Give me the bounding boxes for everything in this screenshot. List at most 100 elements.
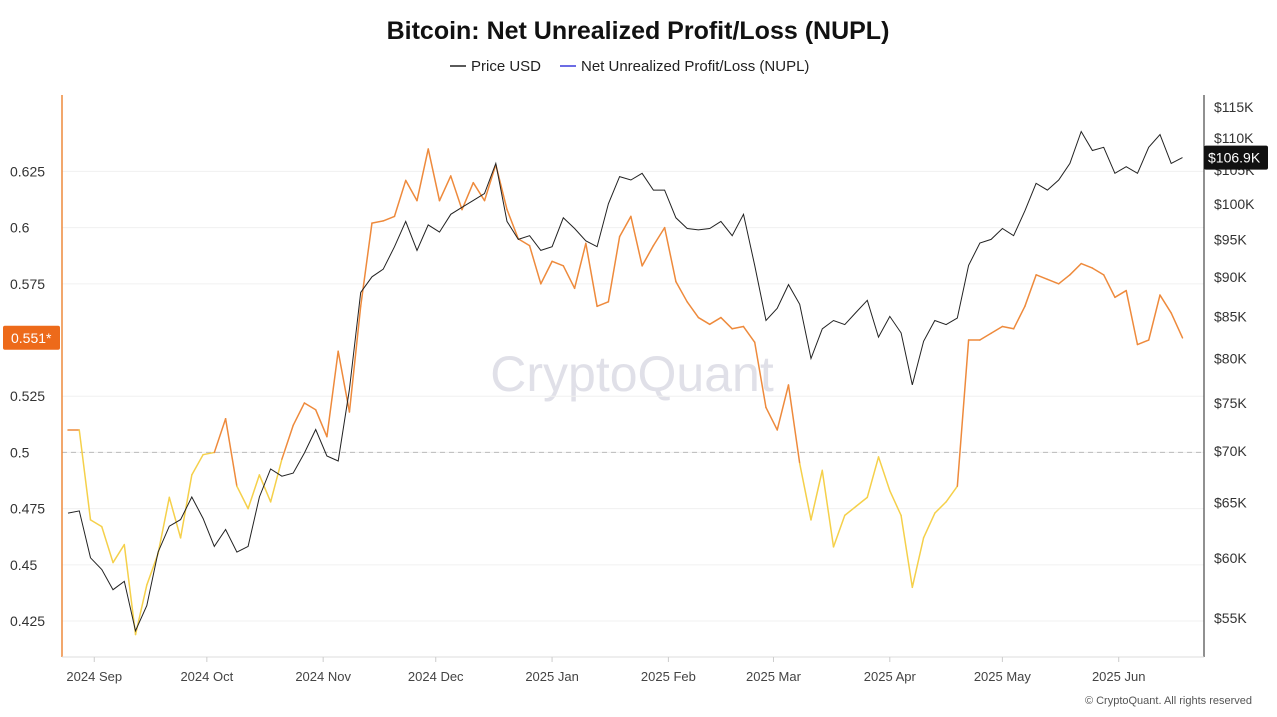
nupl-segment xyxy=(900,514,914,589)
nupl-segment xyxy=(528,244,542,285)
nupl-segment xyxy=(1136,339,1150,346)
nupl-segment xyxy=(393,179,407,218)
nupl-segment xyxy=(1069,262,1082,276)
nupl-segment xyxy=(517,238,531,247)
nupl-segment xyxy=(855,496,869,508)
nupl-segment xyxy=(202,451,216,456)
nupl-segment xyxy=(551,260,565,267)
nupl-segment xyxy=(112,543,126,564)
x-tick-label: 2024 Dec xyxy=(408,669,464,684)
nupl-segment xyxy=(945,485,959,503)
right-tick-label: $90K xyxy=(1214,269,1247,285)
x-tick-label: 2024 Oct xyxy=(180,669,233,684)
x-tick-label: 2025 Mar xyxy=(746,669,802,684)
right-tick-label: $60K xyxy=(1214,550,1247,566)
left-tick-label: 0.525 xyxy=(10,388,45,404)
nupl-segment xyxy=(1102,274,1116,299)
nupl-segment xyxy=(798,462,812,521)
nupl-segment xyxy=(236,485,249,510)
nupl-segment xyxy=(292,402,306,427)
left-tick-label: 0.6 xyxy=(10,220,30,236)
nupl-segment xyxy=(765,406,778,431)
nupl-segment xyxy=(585,242,598,308)
left-axis-ticks: 0.425 0.45 0.475 0.5 0.525 0.575 0.6 0.625 xyxy=(10,163,45,629)
price-line xyxy=(67,130,1183,633)
nupl-segment xyxy=(416,148,429,202)
nupl-segment xyxy=(281,424,294,460)
nupl-segment xyxy=(663,226,677,283)
right-tick-label: $110K xyxy=(1214,130,1254,146)
nupl-segment xyxy=(630,215,643,267)
legend[interactable]: Price USD Net Unrealized Profit/Loss (NU… xyxy=(450,58,809,75)
nupl-segment xyxy=(1024,274,1037,308)
nupl-segment xyxy=(821,469,835,548)
left-tick-label: 0.475 xyxy=(10,501,45,517)
nupl-segment xyxy=(258,474,272,503)
x-tick-label: 2025 Apr xyxy=(864,669,917,684)
left-tick-label: 0.45 xyxy=(10,557,37,573)
x-tick-label: 2025 May xyxy=(974,669,1032,684)
nupl-segment xyxy=(213,417,227,454)
right-tick-label: $100K xyxy=(1214,196,1255,212)
nupl-segment xyxy=(911,537,925,589)
right-tick-label: $85K xyxy=(1214,308,1247,324)
current-nupl-badge-bg xyxy=(3,325,60,350)
nupl-segment xyxy=(247,474,261,510)
nupl-segment xyxy=(979,332,992,341)
x-tick-label: 2025 Jan xyxy=(525,669,579,684)
nupl-segment xyxy=(844,505,857,517)
nupl-segment xyxy=(618,215,632,238)
gridlines xyxy=(62,170,1204,622)
nupl-segment xyxy=(866,456,880,499)
x-axis-ticks: 2024 Sep 2024 Oct 2024 Nov 2024 Dec 2025 Jan… xyxy=(66,657,1145,684)
nupl-segment xyxy=(1125,289,1139,346)
nupl-segment xyxy=(934,501,947,514)
nupl-segment xyxy=(371,220,384,224)
nupl-segment xyxy=(438,175,452,202)
nupl-segment xyxy=(731,325,745,330)
nupl-segment xyxy=(1159,294,1172,314)
nupl-segment xyxy=(686,301,700,319)
nupl-segment xyxy=(810,469,824,521)
nupl-segment xyxy=(191,453,204,476)
nupl-segment xyxy=(179,474,193,539)
right-tick-label: $70K xyxy=(1214,443,1247,459)
current-nupl-badge: 0.551* xyxy=(3,325,60,350)
nupl-segment xyxy=(1012,305,1026,330)
nupl-segment xyxy=(956,339,970,487)
nupl-segment xyxy=(697,316,711,326)
current-price-badge: $106.9K xyxy=(1204,145,1268,170)
legend-nupl-label[interactable]: Net Unrealized Profit/Loss (NUPL) xyxy=(581,58,809,75)
copyright: © CryptoQuant. All rights reserved xyxy=(1085,695,1252,707)
nupl-segment xyxy=(641,244,655,267)
right-tick-label: $115K xyxy=(1214,99,1254,115)
nupl-segment xyxy=(787,384,801,465)
nupl-segment xyxy=(1091,267,1105,276)
nupl-segment xyxy=(168,496,182,539)
nupl-segment xyxy=(348,305,362,413)
nupl-segment xyxy=(675,280,688,303)
nupl-segment xyxy=(596,301,610,308)
left-tick-label: 0.5 xyxy=(10,444,30,460)
right-tick-label: $75K xyxy=(1214,395,1247,411)
left-tick-label: 0.625 xyxy=(10,163,45,179)
nupl-segment xyxy=(607,235,621,303)
nupl-segment xyxy=(832,514,846,548)
nupl-segment xyxy=(326,350,339,438)
right-tick-label: $95K xyxy=(1214,231,1247,247)
nupl-segment xyxy=(922,512,936,539)
watermark: CryptoQuant xyxy=(490,346,774,402)
nupl-segment xyxy=(506,208,520,240)
nupl-segment xyxy=(1035,274,1049,281)
nupl-segment xyxy=(78,429,92,521)
nupl-segment xyxy=(382,215,396,222)
nupl-segment xyxy=(472,181,486,202)
nupl-segment xyxy=(1170,312,1184,339)
legend-price-label[interactable]: Price USD xyxy=(471,58,541,75)
x-tick-label: 2025 Jun xyxy=(1092,669,1146,684)
left-tick-label: 0.425 xyxy=(10,613,45,629)
nupl-segment xyxy=(1057,274,1071,285)
nupl-segment xyxy=(562,265,576,290)
nupl-segment xyxy=(990,325,1004,335)
